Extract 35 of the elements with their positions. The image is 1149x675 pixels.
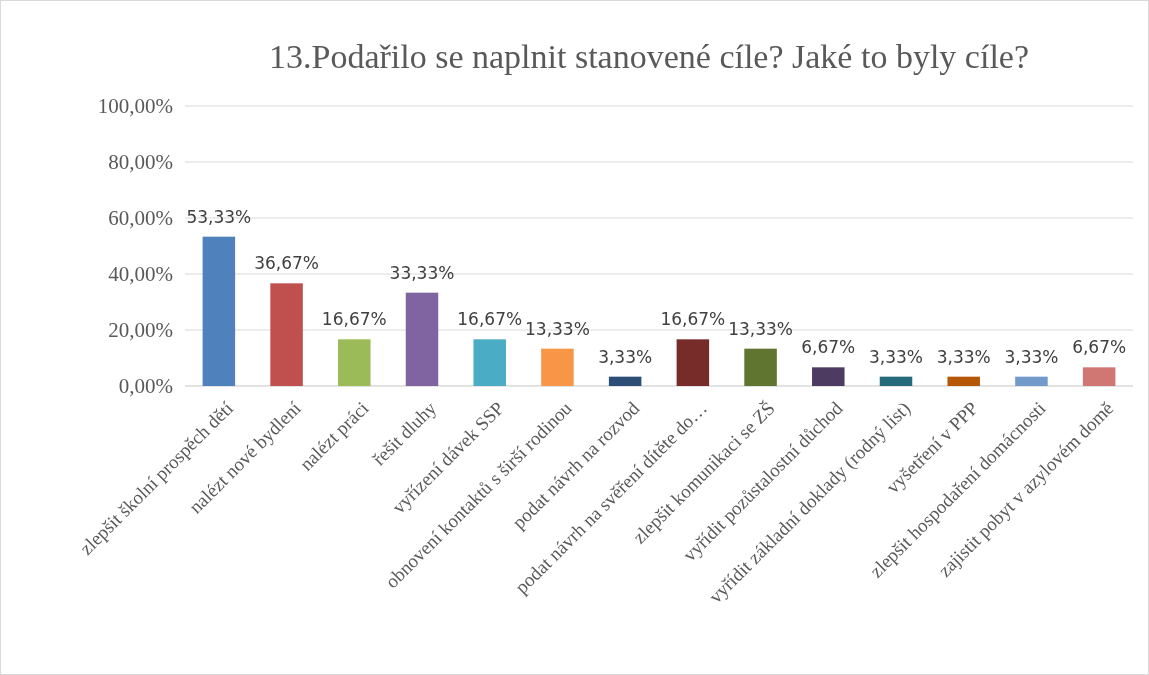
y-tick-label: 0,00% [118,374,173,399]
bar [541,348,574,386]
y-tick-label: 40,00% [108,262,173,287]
data-label: 3,33% [868,346,924,367]
data-label: 6,67% [1072,337,1127,358]
bar [879,376,913,386]
bar [676,339,710,386]
data-label: 16,67% [660,309,726,330]
bar [338,339,371,386]
y-tick-label: 100,00% [97,94,173,119]
y-tick-label: 20,00% [108,318,173,343]
data-label: 53,33% [186,206,252,227]
data-label: 6,67% [801,337,856,358]
bar [608,376,642,386]
data-label: 13,33% [728,318,793,339]
bar [270,283,303,386]
bar [405,292,439,386]
bar [473,339,506,386]
data-label: 3,33% [598,346,653,367]
bar [202,236,236,386]
data-label: 13,33% [525,318,590,339]
bar [812,367,845,386]
data-label: 16,67% [321,309,387,330]
bar [1015,376,1048,386]
data-label: 16,67% [457,309,523,330]
y-tick-label: 80,00% [108,150,173,175]
bar [947,376,980,386]
bar [1082,367,1116,386]
bar [744,348,777,386]
data-label: 33,33% [389,262,455,283]
y-tick-label: 60,00% [108,206,173,231]
data-label: 3,33% [936,346,991,367]
chart-title: 13.Podařilo se naplnit stanovené cíle? Jaké to byly cíle? [268,38,1030,75]
data-label: 36,67% [254,253,319,274]
data-label: 3,33% [1004,346,1059,367]
